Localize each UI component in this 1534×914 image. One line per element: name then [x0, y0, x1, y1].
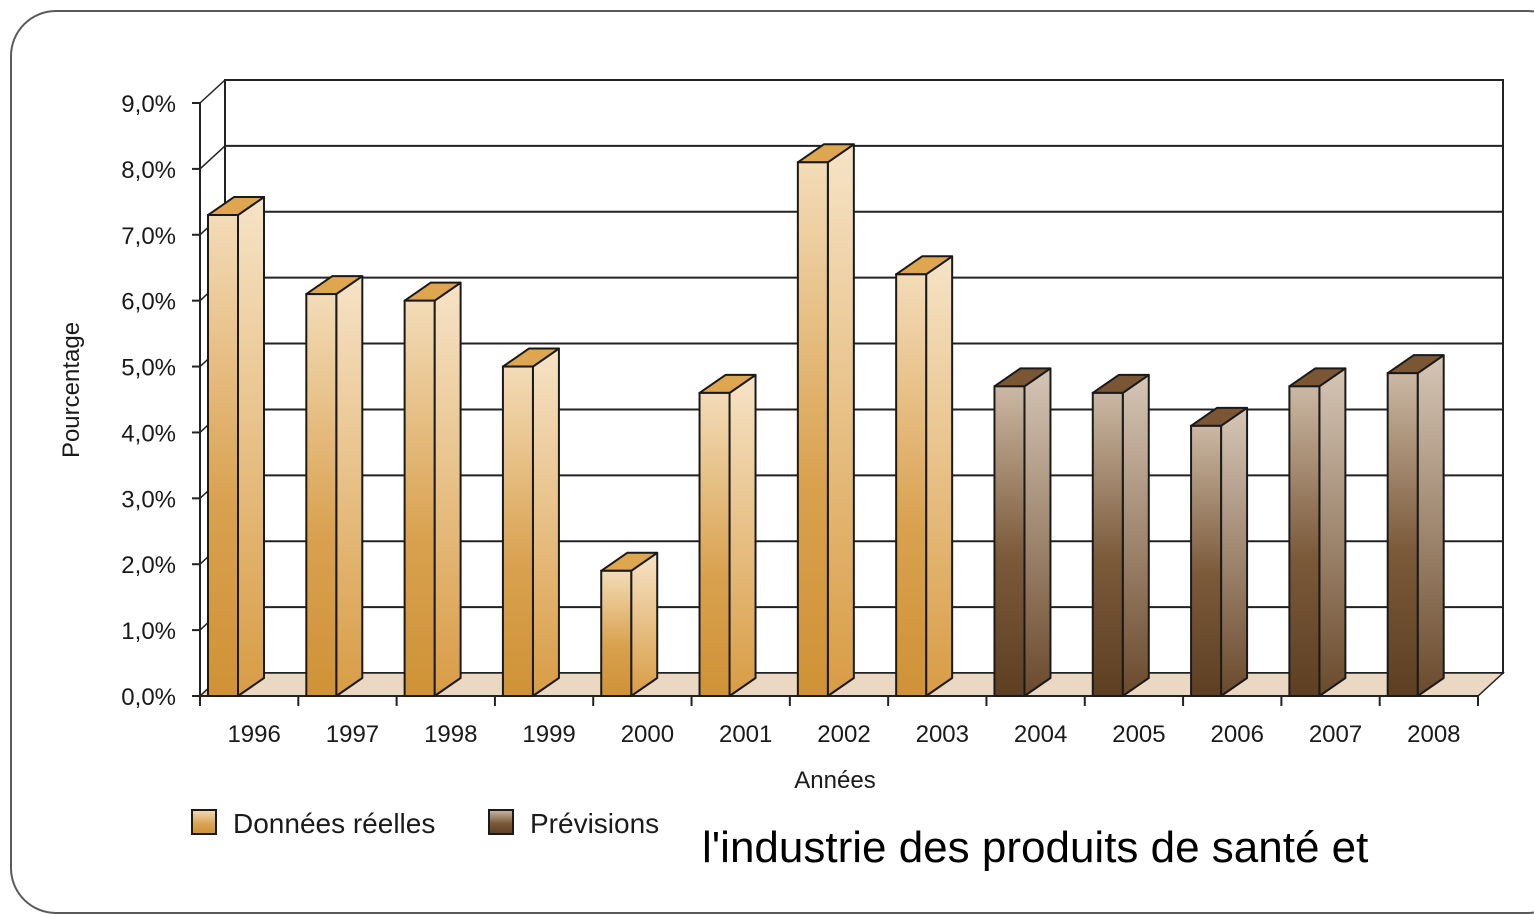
x-tick-label: 2006 [1211, 721, 1264, 748]
bar-front-face [1190, 424, 1223, 697]
y-tick-label: 7,0% [121, 223, 176, 250]
bar-front-face [1386, 372, 1419, 697]
x-tick-label: 1996 [227, 721, 280, 748]
y-tick-label: 2,0% [121, 552, 176, 579]
bar-side-face [433, 281, 462, 697]
y-tick-label: 1,0% [121, 618, 176, 645]
gridline-left-wall [199, 79, 226, 104]
x-axis-title: Années [794, 767, 875, 794]
legend-swatch [488, 809, 514, 835]
bar-front-face [207, 214, 239, 697]
bar-side-face [1121, 373, 1150, 697]
y-tick-label: 0,0% [121, 684, 176, 711]
bar-side-face [237, 196, 265, 697]
y-tick-label: 4,0% [121, 420, 176, 447]
y-tick-label: 3,0% [121, 486, 176, 513]
bar-side-face [335, 275, 364, 697]
legend-label: Données réelles [233, 808, 435, 839]
x-tick-label: 2000 [621, 721, 674, 748]
legend-item: Données réelles [191, 808, 435, 839]
bar-front-face [1288, 385, 1321, 697]
bar-front-face [501, 365, 534, 697]
bar-actual [501, 347, 560, 697]
bar-front-face [796, 161, 829, 698]
x-tick-label: 2004 [1014, 721, 1067, 748]
legend-swatch [191, 809, 217, 835]
x-tick-label: 2003 [916, 721, 969, 748]
y-tick-label: 6,0% [121, 289, 176, 316]
bar-side-face [1023, 367, 1052, 697]
x-tick-label: 1998 [424, 721, 477, 748]
bar-side-face [925, 255, 954, 697]
bar-actual [403, 281, 462, 697]
bar-side-face [826, 143, 855, 697]
bar-side-face [1416, 354, 1445, 697]
bar-chart: 0,0% 1,0% 2,0% 3,0% 4,0% 5,0% 6,0% 7,0% 8,0% 9,0%… [58, 79, 1505, 839]
x-tick-label: 2005 [1112, 721, 1165, 748]
caption-text: l'industrie des produits de santé et [702, 823, 1369, 872]
bar-forecast [1091, 373, 1150, 697]
x-tick-label: 2008 [1407, 721, 1460, 748]
y-axis-title: Pourcentage [58, 322, 85, 458]
chart-bars [207, 143, 1445, 698]
gridline-left-wall [199, 145, 226, 170]
bar-front-face [305, 293, 338, 697]
legend-item: Prévisions [488, 808, 659, 839]
x-tick-label: 2002 [817, 721, 870, 748]
bar-front-face [1091, 391, 1124, 697]
bar-side-face [1318, 367, 1347, 697]
bar-actual [305, 275, 364, 697]
bar-forecast [1288, 367, 1347, 697]
chart-labels: 0,0% 1,0% 2,0% 3,0% 4,0% 5,0% 6,0% 7,0% 8,0% 9,0%… [121, 91, 1460, 748]
bar-actual [895, 255, 954, 697]
legend: Données réelles Prévisions [191, 808, 659, 839]
bar-forecast [993, 367, 1052, 697]
bar-side-face [728, 373, 757, 697]
bar-actual [600, 551, 659, 697]
bar-side-face [630, 551, 659, 697]
bar-side-face [1220, 406, 1249, 697]
bar-front-face [993, 385, 1026, 697]
bar-forecast [1190, 406, 1249, 697]
y-tick-label: 5,0% [121, 355, 176, 382]
x-tick-label: 1999 [522, 721, 575, 748]
bar-actual [207, 196, 265, 697]
y-tick-label: 8,0% [121, 157, 176, 184]
bar-forecast [1386, 354, 1445, 697]
x-tick-label: 2007 [1309, 721, 1362, 748]
y-tick-label: 9,0% [121, 91, 176, 118]
bar-actual [796, 143, 855, 698]
bar-side-face [531, 347, 560, 697]
bar-front-face [403, 299, 436, 697]
legend-label: Prévisions [530, 808, 659, 839]
bar-front-face [698, 391, 731, 697]
x-tick-label: 1997 [326, 721, 379, 748]
bar-front-face [600, 569, 633, 697]
bar-front-face [895, 273, 928, 697]
bar-actual [698, 373, 757, 697]
x-tick-label: 2001 [719, 721, 772, 748]
